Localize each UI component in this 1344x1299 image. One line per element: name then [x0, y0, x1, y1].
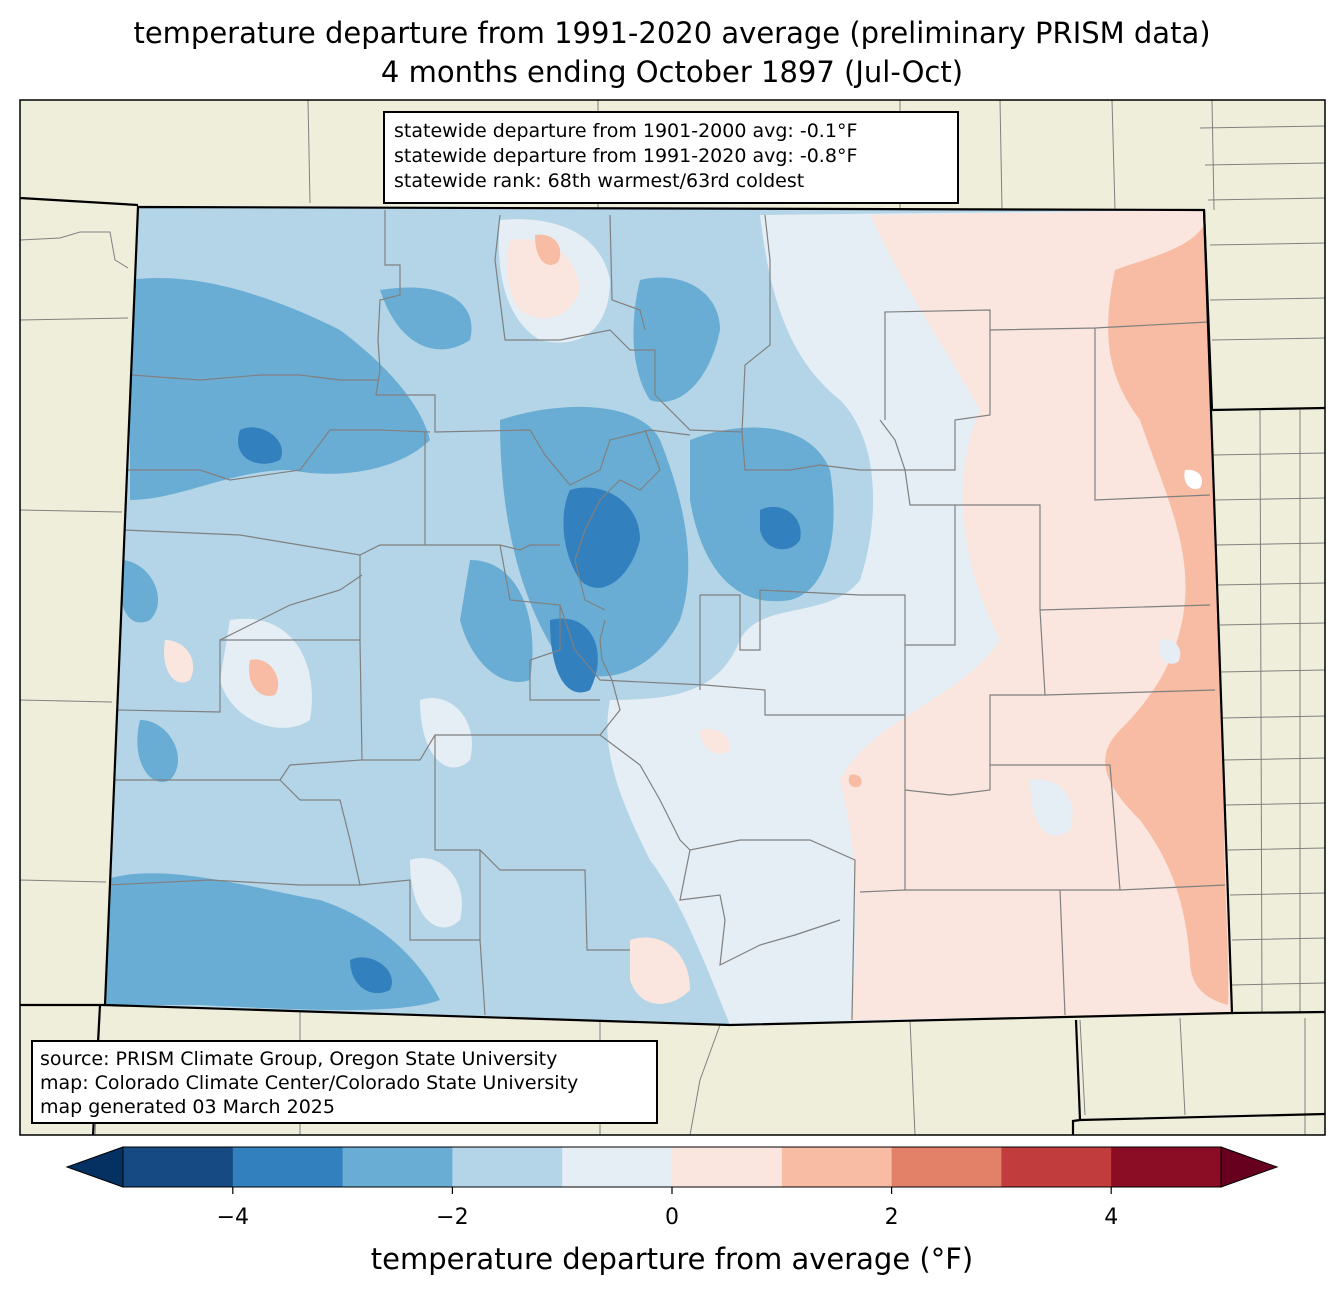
statewide-stats-box: statewide departure from 1901-2000 avg: … — [383, 111, 959, 204]
colorbar-label: temperature departure from average (°F) — [370, 1242, 974, 1276]
source-box: source: PRISM Climate Group, Oregon Stat… — [31, 1040, 658, 1124]
colorbar-segment — [342, 1147, 453, 1187]
colorbar-segment — [232, 1147, 344, 1187]
stat-departure-1901-2000: statewide departure from 1901-2000 avg: … — [394, 120, 858, 142]
colorado-border — [103, 205, 1234, 1027]
map-credit-line: map: Colorado Climate Center/Colorado St… — [40, 1072, 579, 1094]
stat-departure-1991-2020: statewide departure from 1991-2020 avg: … — [394, 145, 858, 167]
colorbar-tick-label: 2 — [884, 1205, 899, 1230]
colorbar-segment — [781, 1147, 893, 1187]
colorbar-segment — [562, 1147, 673, 1187]
colorbar-segment — [123, 1147, 234, 1187]
colorbar-overflow-arrow — [1220, 1146, 1279, 1188]
map-title-line1: temperature departure from 1991-2020 ave… — [133, 16, 1211, 50]
colorbar-tick-label: −2 — [436, 1205, 469, 1230]
colorbar-tick-label: 0 — [665, 1205, 679, 1230]
temperature-field — [105, 207, 1232, 1025]
map-frame-border — [19, 99, 1326, 1136]
colorbar — [65, 1146, 1279, 1194]
generated-date-line: map generated 03 March 2025 — [40, 1096, 335, 1118]
colorado-county-lines — [107, 210, 1226, 1021]
colorbar-segment — [452, 1147, 563, 1187]
colorbar-segment — [891, 1147, 1002, 1187]
colorbar-tick-label: 4 — [1104, 1205, 1119, 1230]
colorbar-underflow-arrow — [65, 1146, 124, 1188]
colorbar-segment — [1001, 1147, 1112, 1187]
source-line: source: PRISM Climate Group, Oregon Stat… — [40, 1048, 558, 1070]
colorbar-tick-label: −4 — [216, 1205, 250, 1230]
stat-rank: statewide rank: 68th warmest/63rd coldes… — [394, 170, 805, 192]
colorbar-segment — [672, 1147, 783, 1187]
colorbar-segment — [1111, 1147, 1222, 1187]
map-title-line2: 4 months ending October 1897 (Jul-Oct) — [380, 55, 964, 89]
